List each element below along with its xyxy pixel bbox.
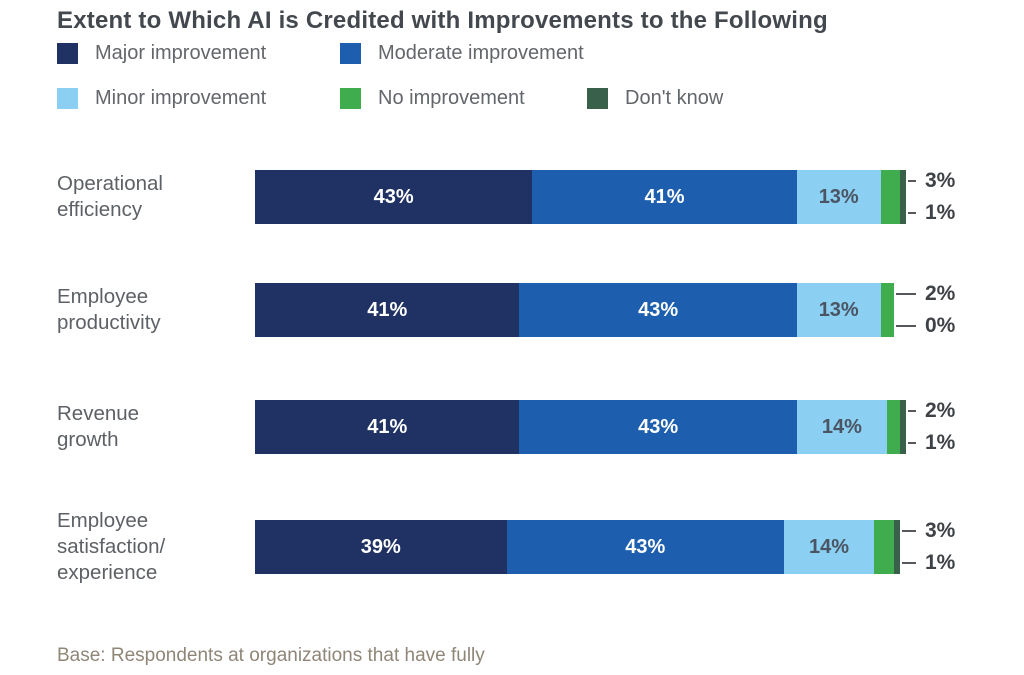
- bar-segment-minor-improvement: 13%: [796, 170, 881, 224]
- bar-segment-major-improvement: 43%: [255, 170, 533, 224]
- legend-item-major-improvement: Major improvement: [57, 41, 266, 65]
- stacked-bar: 43% 41% 13%: [255, 170, 907, 224]
- segment-value-label: 43%: [638, 415, 679, 438]
- stacked-bar: 41% 43% 14%: [255, 400, 907, 454]
- segment-value-label: 13%: [818, 185, 859, 208]
- bar-segment-no-improvement: [874, 520, 894, 574]
- legend-item-moderate-improvement: Moderate improvement: [340, 41, 584, 65]
- chart-row: Employee productivity 41% 43% 13% 2% 0%: [57, 282, 987, 337]
- segment-value-label: 41%: [367, 415, 408, 438]
- bar-segment-dont-know: [893, 520, 900, 574]
- bar-segment-minor-improvement: 14%: [783, 520, 875, 574]
- bar-segment-major-improvement: 39%: [255, 520, 507, 574]
- bar-segment-dont-know: [899, 170, 907, 224]
- segment-value-label: 41%: [644, 185, 685, 208]
- bar-segment-no-improvement: [880, 283, 894, 337]
- bar-segment-major-improvement: 41%: [255, 283, 520, 337]
- bar-segment-dont-know: [899, 400, 907, 454]
- callout-no-improvement: 2%: [895, 282, 955, 305]
- stacked-bar: 39% 43% 14%: [255, 520, 900, 574]
- category-label-line: Revenue: [57, 402, 140, 425]
- callout-value-label: 1%: [924, 201, 956, 224]
- category-label: Revenue growth: [57, 401, 247, 453]
- callout-tick-line: [895, 293, 916, 295]
- callout-tick-line: [908, 410, 916, 412]
- legend-label: Don't know: [625, 86, 724, 109]
- legend-item-dont-know: Don't know: [587, 86, 723, 110]
- category-label: Operational efficiency: [57, 171, 247, 223]
- callout-value-label: 2%: [924, 282, 956, 305]
- callout-tick-line: [902, 562, 916, 564]
- category-label-line: Operational: [57, 172, 163, 195]
- callout-value-label: 3%: [925, 519, 956, 542]
- callout-no-improvement: 3%: [902, 519, 955, 542]
- stacked-bar: 41% 43% 13%: [255, 283, 894, 337]
- category-label: Employee satisfaction/experience: [57, 508, 247, 586]
- callout-value-label: 2%: [924, 399, 956, 422]
- chart-row: Employee satisfaction/experience 39% 43% 14%…: [57, 509, 987, 584]
- legend-swatch-major-improvement: [57, 42, 78, 64]
- bar-segment-minor-improvement: 13%: [796, 283, 881, 337]
- segment-value-label: 43%: [373, 185, 414, 208]
- category-label-line: efficiency: [57, 198, 143, 221]
- category-label-line: Employee: [57, 285, 149, 308]
- callout-value-label: 1%: [924, 431, 956, 454]
- segment-value-label: 13%: [818, 298, 859, 321]
- chart-area: Extent to Which AI is Credited with Impr…: [57, 0, 987, 675]
- segment-value-label: 39%: [360, 535, 401, 558]
- segment-value-label: 43%: [638, 298, 679, 321]
- bar-segment-moderate-improvement: 43%: [506, 520, 784, 574]
- bar-segment-moderate-improvement: 41%: [532, 170, 797, 224]
- legend-swatch-minor-improvement: [57, 87, 78, 109]
- stacked-bar-chart: Operational efficiency 43% 41% 13% 3% 1% Employ…: [57, 0, 987, 600]
- callout-dont-know: 1%: [908, 201, 955, 224]
- callout-dont-know: 1%: [902, 551, 955, 574]
- segment-value-label: 41%: [367, 298, 408, 321]
- bar-segment-moderate-improvement: 43%: [519, 283, 797, 337]
- callout-value-label: 0%: [924, 314, 956, 337]
- callout-dont-know: 1%: [908, 431, 955, 454]
- bar-segment-minor-improvement: 14%: [796, 400, 888, 454]
- legend-label: Major improvement: [95, 41, 267, 64]
- bar-segment-no-improvement: [880, 170, 900, 224]
- category-label-line: growth: [57, 428, 119, 451]
- callout-tick-line: [908, 442, 916, 444]
- segment-value-label: 14%: [821, 415, 862, 438]
- category-label-line: satisfaction/: [57, 535, 166, 558]
- callout-no-improvement: 2%: [908, 399, 955, 422]
- base-note: Base: Respondents at organizations that …: [57, 645, 485, 666]
- callout-value-label: 1%: [925, 551, 956, 574]
- category-label-line: experience: [57, 561, 158, 584]
- bar-segment-major-improvement: 41%: [255, 400, 520, 454]
- callout-value-label: 3%: [924, 169, 956, 192]
- legend-label: Minor improvement: [95, 86, 267, 109]
- segment-value-label: 14%: [809, 535, 850, 558]
- chart-row: Revenue growth 41% 43% 14% 2% 1%: [57, 399, 987, 454]
- callout-no-improvement: 3%: [908, 169, 955, 192]
- category-label: Employee productivity: [57, 284, 247, 336]
- bar-segment-moderate-improvement: 43%: [519, 400, 797, 454]
- chart-row: Operational efficiency 43% 41% 13% 3% 1%: [57, 169, 987, 224]
- legend-label: No improvement: [378, 86, 525, 109]
- legend-item-minor-improvement: Minor improvement: [57, 86, 266, 110]
- callout-tick-line: [902, 530, 916, 532]
- legend-swatch-moderate-improvement: [340, 42, 361, 64]
- legend-swatch-no-improvement: [340, 87, 361, 109]
- legend-item-no-improvement: No improvement: [340, 86, 525, 110]
- legend-swatch-dont-know: [587, 87, 608, 109]
- callout-dont-know: 0%: [895, 314, 955, 337]
- callout-tick-line: [908, 180, 916, 182]
- legend-label: Moderate improvement: [378, 41, 584, 64]
- callout-tick-line: [908, 212, 916, 214]
- bar-segment-no-improvement: [887, 400, 900, 454]
- category-label-line: Employee: [57, 509, 149, 532]
- callout-tick-line: [895, 325, 916, 327]
- category-label-line: productivity: [57, 311, 161, 334]
- chart-title: Extent to Which AI is Credited with Impr…: [57, 7, 828, 35]
- segment-value-label: 43%: [625, 535, 666, 558]
